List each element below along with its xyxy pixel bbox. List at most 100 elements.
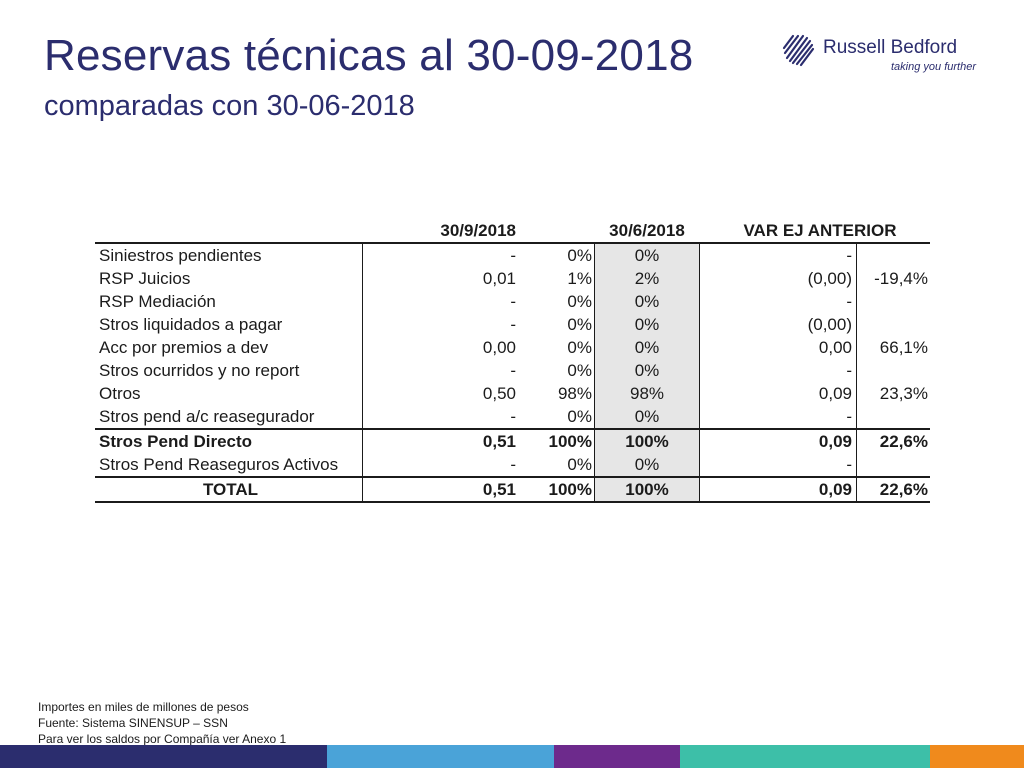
- footnote-source: Fuente: Sistema SINENSUP – SSN: [38, 716, 228, 730]
- logo-tagline: taking you further: [891, 61, 976, 73]
- row-pct-current: 0%: [567, 455, 592, 474]
- row-pct-previous: 100%: [594, 476, 700, 503]
- row-label: Stros pend a/c reasegurador: [99, 407, 315, 426]
- footer-bar-blue: [327, 745, 554, 768]
- table-row: Stros Pend Directo 0,51 100% 100% 0,09 22,6%: [95, 428, 930, 453]
- table-row: Stros pend a/c reasegurador -0% 0% -: [95, 405, 930, 429]
- row-value: -: [362, 359, 520, 382]
- row-variation: 0,09: [699, 428, 857, 453]
- table-row: Stros liquidados a pagar -0% 0% (0,00): [95, 313, 930, 336]
- row-value: 0,00: [362, 336, 520, 359]
- table-header-row: 30/9/2018 30/6/2018 VAR EJ ANTERIOR: [95, 218, 930, 244]
- row-variation-pct: [856, 290, 930, 313]
- table-row: RSP Juicios 0,01 1% 2% (0,00) -19,4%: [95, 267, 930, 290]
- table-row: Stros ocurridos y no report -0% 0% -: [95, 359, 930, 382]
- row-value: -: [362, 313, 520, 336]
- row-pct-previous: 0%: [594, 405, 700, 429]
- table-row: Siniestros pendientes -0% 0% -: [95, 243, 930, 267]
- footer-color-bar: [0, 745, 1024, 768]
- row-pct-current: 100%: [520, 476, 595, 503]
- row-variation-pct: 66,1%: [856, 336, 930, 359]
- row-variation: -: [699, 359, 857, 382]
- row-pct-previous: 0%: [594, 359, 700, 382]
- table-body: Siniestros pendientes -0% 0% - RSP Juicios 0,…: [95, 243, 930, 503]
- footer-bar-purple: [554, 745, 680, 768]
- table-row: TOTAL 0,51 100% 100% 0,09 22,6%: [95, 476, 930, 503]
- row-value: 0,51: [362, 476, 520, 503]
- row-variation: 0,00: [699, 336, 857, 359]
- page-title: Reservas técnicas al 30-09-2018: [44, 31, 694, 80]
- row-value: -: [362, 453, 520, 477]
- row-pct-current: 0%: [567, 292, 592, 311]
- row-label: Stros ocurridos y no report: [99, 361, 300, 380]
- row-pct-previous: 0%: [594, 336, 700, 359]
- row-label: Stros liquidados a pagar: [99, 315, 283, 334]
- row-pct-previous: 0%: [594, 313, 700, 336]
- row-variation-pct: 23,3%: [856, 382, 930, 405]
- row-pct-previous: 2%: [594, 267, 700, 290]
- row-pct-previous: 0%: [594, 243, 700, 267]
- row-value: 0,50: [362, 382, 520, 405]
- row-variation: (0,00): [699, 313, 857, 336]
- globe-logo-icon: [782, 34, 815, 67]
- row-variation-pct: [856, 313, 930, 336]
- row-variation: -: [699, 290, 857, 313]
- row-label: TOTAL: [95, 476, 363, 503]
- footer-bar-teal: [680, 745, 930, 768]
- footnote-units: Importes en miles de millones de pesos: [38, 700, 249, 714]
- row-label: Acc por premios a dev: [99, 338, 269, 357]
- row-variation: 0,09: [699, 382, 857, 405]
- row-pct-current: 100%: [520, 428, 595, 453]
- table-row: Acc por premios a dev 0,00 0% 0% 0,00 66,1%: [95, 336, 930, 359]
- row-variation-pct: [856, 453, 930, 477]
- row-variation-pct: -19,4%: [856, 267, 930, 290]
- row-label: Stros Pend Directo: [95, 428, 363, 453]
- row-variation-pct: [856, 405, 930, 429]
- row-pct-current: 0%: [567, 338, 592, 357]
- row-pct-current: 98%: [557, 384, 592, 403]
- row-variation-pct: [856, 359, 930, 382]
- header-pct1-blank: [520, 218, 595, 244]
- row-label: Stros Pend Reaseguros Activos: [99, 455, 339, 474]
- row-variation: -: [699, 243, 857, 267]
- row-pct-current: 1%: [567, 269, 592, 288]
- row-variation-pct: [856, 243, 930, 267]
- row-label: RSP Mediación: [99, 292, 216, 311]
- row-variation: -: [699, 453, 857, 477]
- row-variation: 0,09: [699, 476, 857, 503]
- row-pct-previous: 100%: [594, 428, 700, 453]
- row-pct-previous: 0%: [594, 453, 700, 477]
- russell-bedford-logo: Russell Bedford taking you further: [781, 30, 981, 80]
- row-label: RSP Juicios: [99, 269, 191, 288]
- footer-bar-orange: [930, 745, 1024, 768]
- row-pct-previous: 98%: [594, 382, 700, 405]
- row-variation: -: [699, 405, 857, 429]
- header-var: VAR EJ ANTERIOR: [699, 218, 897, 244]
- reserves-table: 30/9/2018 30/6/2018 VAR EJ ANTERIOR Sini…: [95, 218, 930, 503]
- footer-bar-navy: [0, 745, 327, 768]
- logo-brand: Russell Bedford: [823, 37, 958, 58]
- table-row: RSP Mediación -0% 0% -: [95, 290, 930, 313]
- row-value: -: [362, 405, 520, 429]
- row-pct-current: 0%: [567, 315, 592, 334]
- row-variation: (0,00): [699, 267, 857, 290]
- row-pct-current: 0%: [567, 246, 592, 265]
- header-date-1: 30/9/2018: [362, 218, 520, 244]
- row-pct-current: 0%: [567, 407, 592, 426]
- row-pct-current: 0%: [567, 361, 592, 380]
- row-label: Otros: [99, 384, 141, 403]
- row-label: Siniestros pendientes: [99, 246, 262, 265]
- row-pct-previous: 0%: [594, 290, 700, 313]
- row-variation-pct: 22,6%: [856, 428, 930, 453]
- header-date-2: 30/6/2018: [594, 218, 700, 244]
- header-var-label: VAR EJ ANTERIOR: [743, 220, 897, 240]
- header-varp-blank: [856, 218, 930, 244]
- header-label-blank: [95, 218, 363, 244]
- row-value: -: [362, 290, 520, 313]
- footnotes: Importes en miles de millones de pesos F…: [38, 699, 286, 747]
- table-row: Otros 0,50 98% 98% 0,09 23,3%: [95, 382, 930, 405]
- row-value: 0,01: [362, 267, 520, 290]
- row-value: 0,51: [362, 428, 520, 453]
- page-subtitle: comparadas con 30-06-2018: [44, 90, 415, 122]
- row-value: -: [362, 243, 520, 267]
